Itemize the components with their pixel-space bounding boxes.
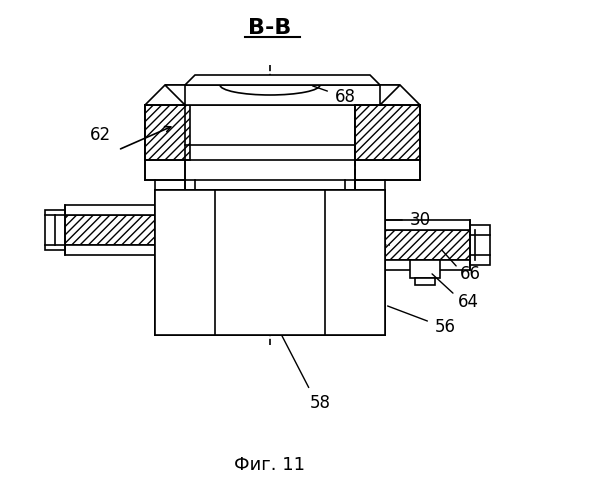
Polygon shape <box>145 85 420 105</box>
Polygon shape <box>415 278 435 285</box>
Polygon shape <box>145 105 190 160</box>
Polygon shape <box>55 215 155 245</box>
Polygon shape <box>470 225 490 265</box>
Text: Фиг. 11: Фиг. 11 <box>235 456 305 474</box>
FancyBboxPatch shape <box>185 105 355 180</box>
Text: 56: 56 <box>434 318 455 336</box>
Polygon shape <box>65 245 155 255</box>
Text: 66: 66 <box>460 265 481 283</box>
Text: 62: 62 <box>89 126 110 144</box>
Text: 64: 64 <box>458 293 479 311</box>
Polygon shape <box>380 85 400 105</box>
Polygon shape <box>45 210 65 250</box>
Polygon shape <box>410 260 440 278</box>
Polygon shape <box>345 190 385 335</box>
Polygon shape <box>385 230 475 260</box>
Polygon shape <box>185 75 380 85</box>
Polygon shape <box>155 190 195 335</box>
Polygon shape <box>385 220 470 230</box>
Polygon shape <box>145 105 420 190</box>
Text: 68: 68 <box>335 88 355 106</box>
Polygon shape <box>65 205 155 215</box>
Text: 30: 30 <box>409 211 431 229</box>
FancyBboxPatch shape <box>215 190 325 335</box>
Polygon shape <box>195 190 345 335</box>
FancyBboxPatch shape <box>155 190 385 335</box>
Text: 58: 58 <box>310 394 331 412</box>
Polygon shape <box>165 85 185 105</box>
Text: B-B: B-B <box>248 18 292 38</box>
Polygon shape <box>355 105 420 160</box>
Polygon shape <box>385 260 470 270</box>
